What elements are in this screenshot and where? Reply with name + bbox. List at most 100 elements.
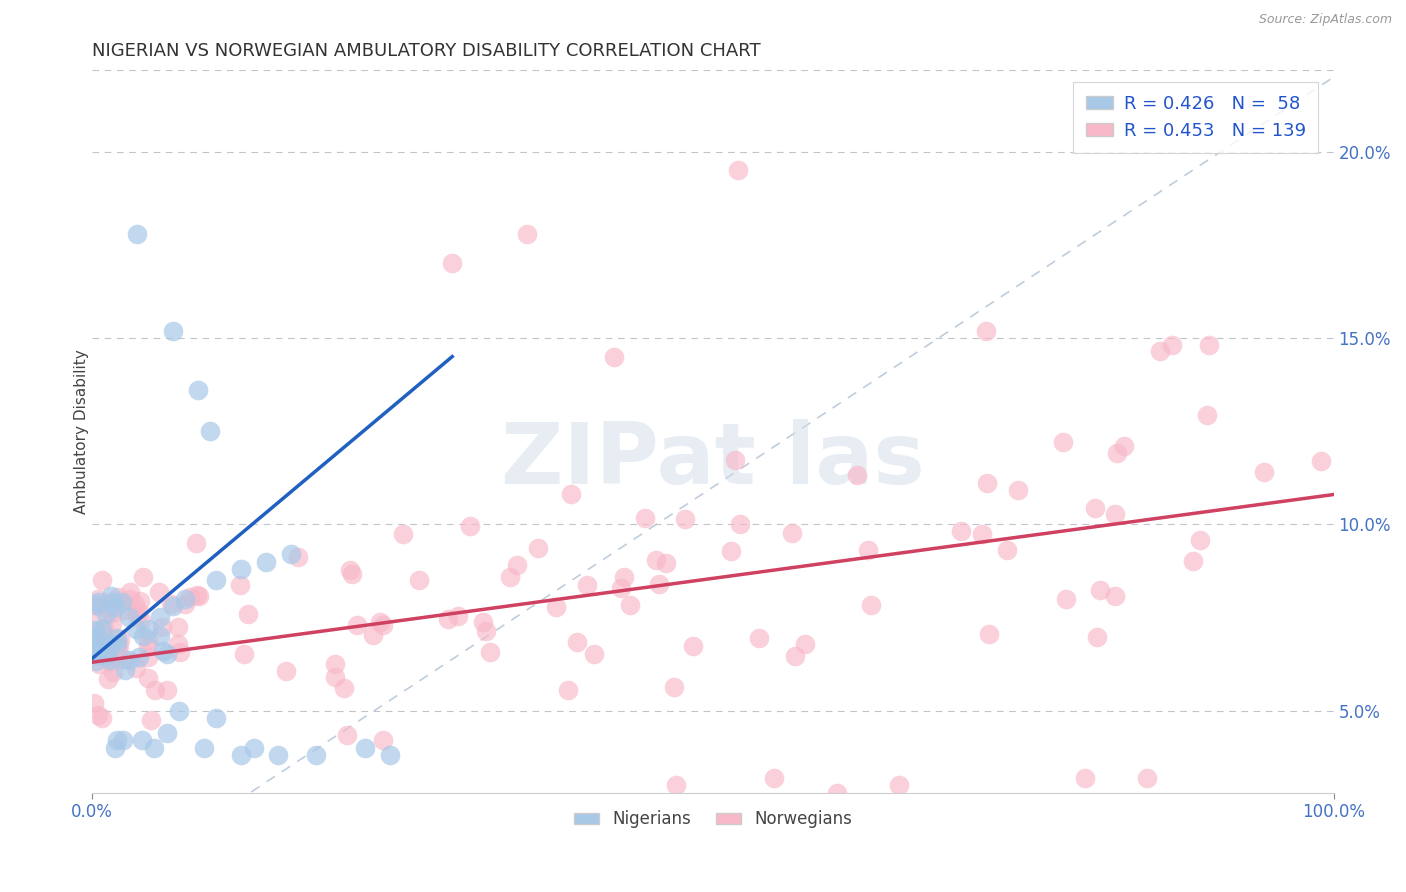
Point: [478, 645, 501, 659]
Point: [648, 577, 671, 591]
Point: [619, 598, 641, 612]
Point: [1189, 533, 1212, 547]
Point: [339, 563, 361, 577]
Point: [100, 589, 122, 603]
Point: [609, 581, 631, 595]
Point: [276, 664, 298, 678]
Point: [1007, 483, 1029, 497]
Point: [323, 669, 346, 683]
Point: [124, 622, 146, 636]
Point: [655, 556, 678, 570]
Point: [84, 629, 107, 643]
Point: [544, 600, 567, 615]
Point: [391, 527, 413, 541]
Point: [128, 594, 150, 608]
Point: [323, 657, 346, 671]
Point: [118, 652, 141, 666]
Point: [105, 733, 128, 747]
Point: [159, 597, 181, 611]
Point: [162, 599, 184, 614]
Point: [84, 654, 107, 668]
Point: [1052, 435, 1074, 450]
Point: [111, 652, 134, 666]
Point: [101, 595, 124, 609]
Point: [124, 597, 146, 611]
Point: [645, 552, 668, 566]
Point: [108, 632, 131, 647]
Point: [613, 569, 636, 583]
Point: [156, 647, 179, 661]
Point: [1309, 453, 1331, 467]
Point: [557, 682, 579, 697]
Point: [979, 627, 1001, 641]
Point: [1161, 338, 1184, 352]
Point: [188, 589, 211, 603]
Point: [179, 590, 201, 604]
Point: [748, 631, 770, 645]
Point: [131, 733, 153, 747]
Point: [1195, 408, 1218, 422]
Point: [763, 771, 786, 785]
Point: [186, 536, 208, 550]
Point: [336, 728, 359, 742]
Point: [156, 726, 179, 740]
Point: [516, 227, 538, 241]
Text: Source: ZipAtlas.com: Source: ZipAtlas.com: [1258, 13, 1392, 27]
Point: [143, 682, 166, 697]
Point: [198, 424, 221, 438]
Point: [368, 615, 391, 630]
Point: [173, 597, 195, 611]
Point: [100, 607, 122, 621]
Point: [107, 638, 129, 652]
Point: [94, 607, 117, 622]
Point: [139, 713, 162, 727]
Point: [340, 566, 363, 581]
Point: [460, 518, 482, 533]
Point: [582, 647, 605, 661]
Point: [118, 584, 141, 599]
Point: [346, 618, 368, 632]
Point: [105, 637, 128, 651]
Point: [333, 681, 356, 695]
Point: [128, 650, 150, 665]
Point: [634, 511, 657, 525]
Point: [96, 648, 118, 662]
Point: [166, 620, 188, 634]
Point: [169, 644, 191, 658]
Point: [565, 635, 588, 649]
Point: [682, 639, 704, 653]
Point: [231, 562, 253, 576]
Point: [576, 578, 599, 592]
Point: [974, 324, 997, 338]
Point: [727, 163, 749, 178]
Point: [149, 610, 172, 624]
Point: [560, 487, 582, 501]
Point: [665, 778, 688, 792]
Point: [167, 704, 190, 718]
Point: [267, 748, 290, 763]
Point: [91, 573, 114, 587]
Point: [97, 673, 120, 687]
Point: [472, 615, 495, 630]
Point: [728, 516, 751, 531]
Point: [127, 604, 149, 618]
Point: [361, 628, 384, 642]
Point: [1083, 501, 1105, 516]
Point: [794, 637, 817, 651]
Point: [860, 599, 883, 613]
Point: [118, 591, 141, 606]
Point: [970, 527, 993, 541]
Legend: Nigerians, Norwegians: Nigerians, Norwegians: [567, 804, 859, 835]
Point: [84, 610, 107, 624]
Point: [887, 778, 910, 792]
Point: [93, 637, 115, 651]
Point: [98, 653, 121, 667]
Point: [152, 644, 174, 658]
Point: [111, 595, 134, 609]
Point: [186, 588, 208, 602]
Point: [193, 740, 215, 755]
Point: [93, 622, 115, 636]
Point: [127, 607, 149, 622]
Point: [84, 631, 107, 645]
Point: [162, 324, 184, 338]
